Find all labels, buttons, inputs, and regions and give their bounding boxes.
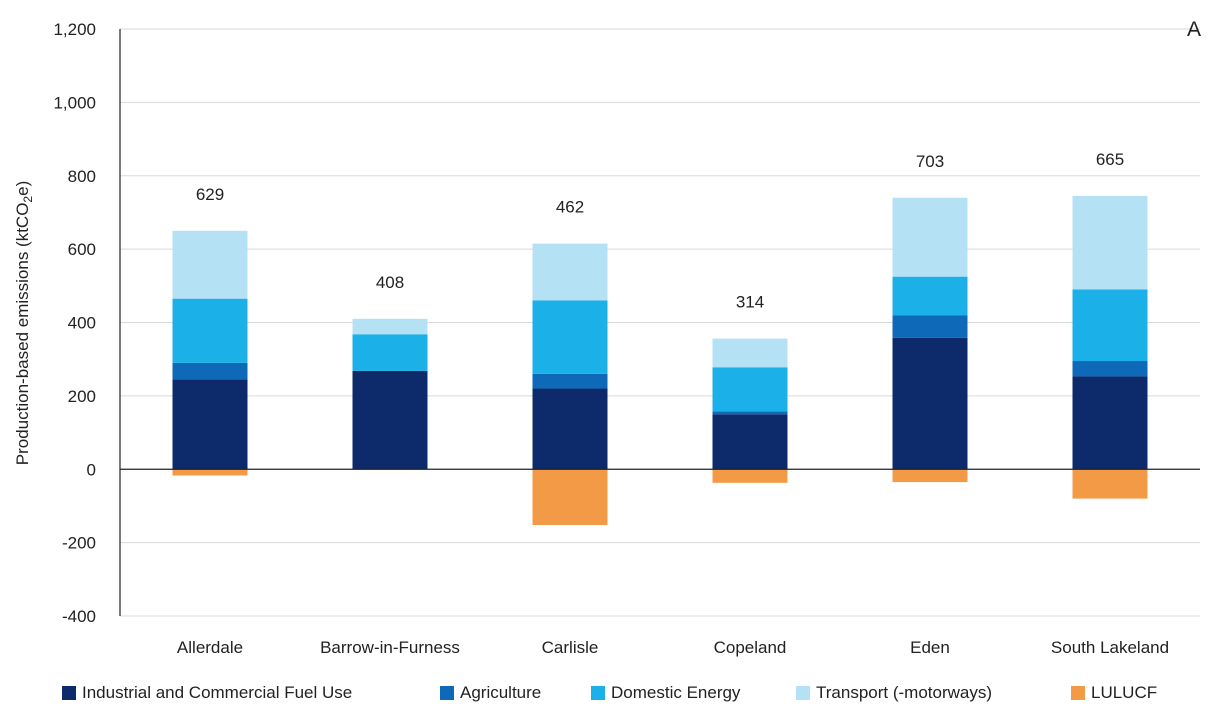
legend-swatch: [440, 686, 454, 700]
y-tick-label: 400: [68, 314, 96, 333]
bar-segment: [892, 337, 968, 470]
legend-swatch: [1071, 686, 1085, 700]
y-tick-label: 1,000: [53, 93, 96, 112]
bar-segment: [172, 469, 248, 476]
total-label: 665: [1096, 150, 1124, 169]
bar-segment: [892, 315, 968, 338]
x-tick-label: Carlisle: [542, 638, 599, 657]
bar-segment: [892, 197, 968, 277]
bar-segment: [1072, 361, 1148, 377]
x-tick-label: Barrow-in-Furness: [320, 638, 460, 657]
total-label: 408: [376, 273, 404, 292]
bar-segment: [532, 373, 608, 389]
y-tick-label: 600: [68, 240, 96, 259]
tick-labels: -400 -200 0 200 400 600 800 1,000 1,200 Allerdale…: [53, 20, 1169, 657]
bar-segment: [352, 318, 428, 335]
gridlines: [120, 28, 1200, 617]
bar-segment: [892, 469, 968, 483]
axes: [119, 29, 1200, 616]
y-tick-label: -200: [62, 534, 96, 553]
total-label: 314: [736, 293, 764, 312]
bar-segment: [532, 243, 608, 301]
legend-label: LULUCF: [1091, 683, 1157, 702]
y-tick-label: 0: [87, 460, 96, 479]
bar-segment: [1072, 195, 1148, 290]
total-label: 462: [556, 198, 584, 217]
bar-segment: [532, 388, 608, 470]
bar-segment: [172, 362, 248, 380]
panel-label: A: [1187, 18, 1201, 41]
bar-segment: [712, 338, 788, 368]
bar-segment: [352, 370, 428, 470]
y-axis-label-main: Production-based emissions (ktCO: [13, 203, 32, 466]
bar-segment: [172, 298, 248, 363]
bar-segment: [532, 300, 608, 374]
bar-segment: [172, 379, 248, 470]
y-tick-label: 200: [68, 387, 96, 406]
x-tick-label: Eden: [910, 638, 950, 657]
y-tick-label: 1,200: [53, 20, 96, 39]
legend-label: Domestic Energy: [611, 683, 741, 702]
bar-segment: [1072, 376, 1148, 470]
bars: [172, 195, 1148, 526]
y-axis-label-end: e): [13, 181, 32, 196]
total-label: 629: [196, 185, 224, 204]
bar-segment: [1072, 289, 1148, 362]
bar-segment: [712, 469, 788, 483]
bar-segment: [1072, 469, 1148, 499]
legend-swatch: [591, 686, 605, 700]
y-axis-label-subscript: 2: [21, 196, 35, 203]
bar-segment: [892, 276, 968, 316]
bar-segment: [172, 230, 248, 299]
legend-swatch: [796, 686, 810, 700]
y-tick-label: -400: [62, 607, 96, 626]
total-labels: 629 408 462 314 703 665: [196, 150, 1124, 312]
bar-segment: [532, 469, 608, 526]
y-tick-label: 800: [68, 167, 96, 186]
total-label: 703: [916, 152, 944, 171]
x-tick-label: Allerdale: [177, 638, 243, 657]
y-axis-label: Production-based emissions (ktCO2e): [13, 181, 35, 465]
bar-segment: [712, 411, 788, 415]
x-tick-label: Copeland: [714, 638, 787, 657]
legend-label: Agriculture: [460, 683, 541, 702]
bar-segment: [712, 367, 788, 412]
x-tick-label: South Lakeland: [1051, 638, 1169, 657]
bar-segment: [712, 414, 788, 470]
bar-segment: [352, 334, 428, 371]
legend: Industrial and Commercial Fuel Use Agricu…: [62, 683, 1157, 702]
legend-swatch: [62, 686, 76, 700]
legend-label: Industrial and Commercial Fuel Use: [82, 683, 352, 702]
legend-label: Transport (-motorways): [816, 683, 992, 702]
